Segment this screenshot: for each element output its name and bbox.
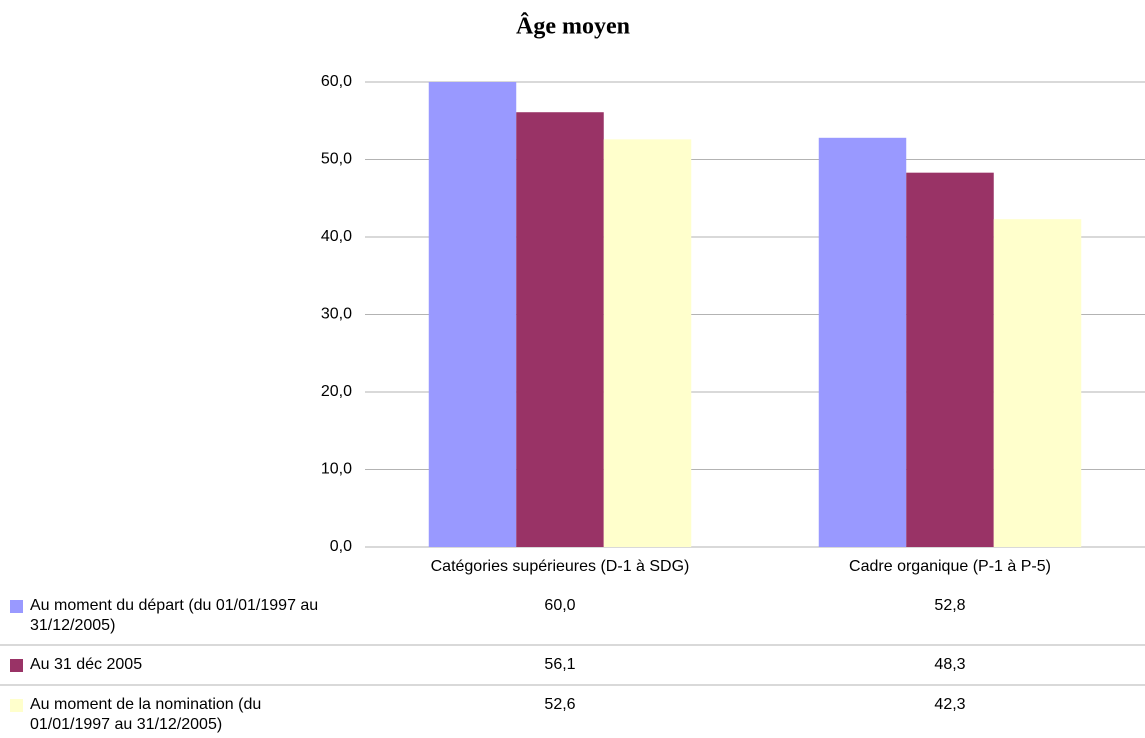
legend-label: Au moment de la nomination (du 01/01/199… — [30, 696, 262, 733]
bar — [818, 137, 907, 548]
table-value: 56,1 — [544, 656, 576, 673]
legend-swatch — [10, 699, 23, 712]
table-value: 52,6 — [544, 696, 576, 713]
legend-swatch — [10, 600, 23, 613]
y-tick-label: 30,0 — [321, 306, 352, 323]
table-value: 52,8 — [934, 597, 966, 614]
bar — [993, 219, 1082, 548]
bar — [516, 112, 604, 547]
legend-swatch — [10, 659, 23, 672]
table-value: 42,3 — [934, 696, 966, 713]
x-tick-label: Catégories supérieures (D-1 à SDG) — [431, 558, 690, 575]
y-tick-label: 10,0 — [321, 461, 352, 478]
legend-label: Au moment du départ (du 01/01/1997 au 31… — [30, 597, 319, 634]
y-tick-label: 0,0 — [330, 538, 352, 555]
y-tick-label: 40,0 — [321, 228, 352, 245]
y-tick-label: 60,0 — [321, 73, 352, 90]
bar — [603, 139, 692, 547]
y-tick-label: 50,0 — [321, 151, 352, 168]
bar — [428, 82, 517, 547]
y-tick-label: 20,0 — [321, 383, 352, 400]
legend-label: Au 31 déc 2005 — [30, 656, 143, 673]
table-value: 60,0 — [544, 597, 576, 614]
table-value: 48,3 — [934, 656, 966, 673]
chart-title: Âge moyen — [516, 13, 630, 40]
bar — [906, 172, 994, 548]
x-tick-label: Cadre organique (P-1 à P-5) — [849, 558, 1051, 575]
